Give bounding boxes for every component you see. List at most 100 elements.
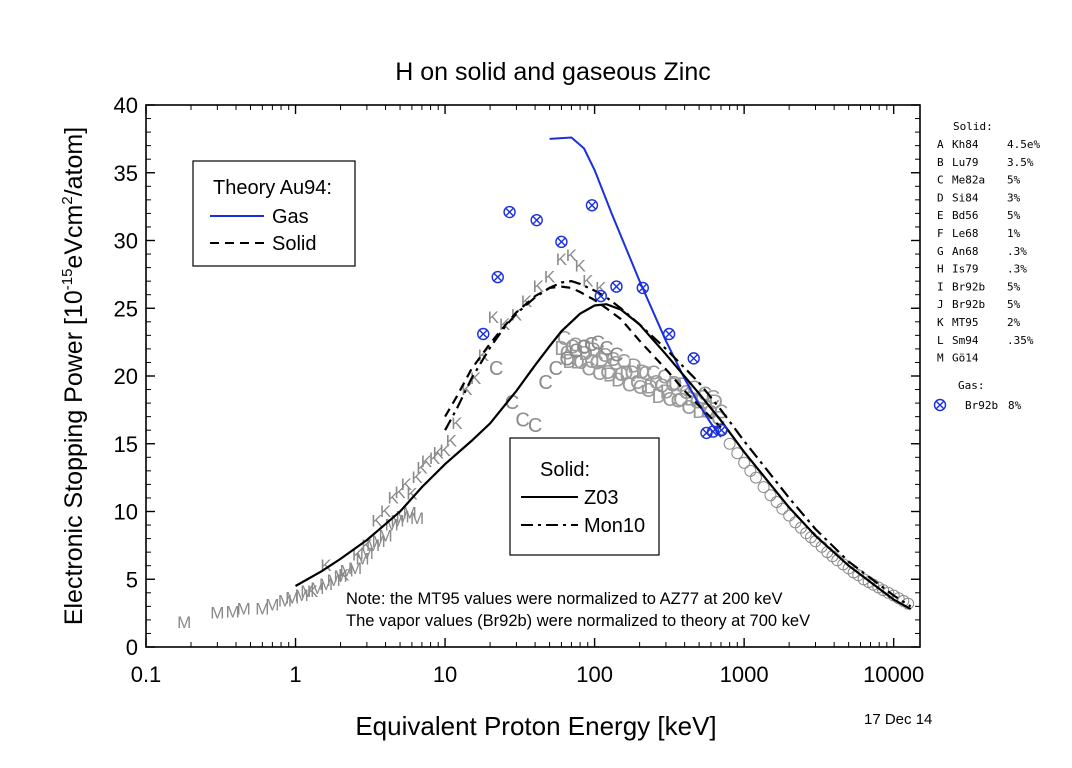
k-point: K <box>429 449 441 468</box>
ref-legend-letter: F <box>937 227 944 240</box>
m-point: M <box>348 559 362 578</box>
gas-point <box>585 199 599 212</box>
c-point: C <box>577 337 591 359</box>
y-tick-label: 20 <box>114 364 138 389</box>
k-point: K <box>394 483 406 502</box>
dense-cluster-point: D <box>619 362 633 384</box>
k-point: K <box>338 566 350 585</box>
ref-legend-ref: Me82a <box>952 174 985 187</box>
ref-legend-letter: H <box>937 263 944 276</box>
y-axis-label: Electronic Stopping Power [10-15eVcm2/at… <box>59 127 88 625</box>
ref-legend-letter: L <box>937 334 944 347</box>
dense-cluster-point: C <box>584 351 598 373</box>
y-tick-label: 0 <box>126 635 138 660</box>
note-line-2: The vapor values (Br92b) were normalized… <box>346 612 810 630</box>
dense-cluster-point: C <box>681 397 695 419</box>
x-tick-label: 100 <box>576 662 613 687</box>
circle-point <box>744 464 757 477</box>
y-tick-label: 5 <box>126 567 138 592</box>
ref-legend-ref: Lu79 <box>952 156 979 169</box>
m-point: M <box>410 509 424 528</box>
dense-cluster-point: D <box>579 343 593 365</box>
gas-point <box>610 280 623 293</box>
m-point: M <box>403 503 417 522</box>
dense-cluster-point: C <box>581 359 595 381</box>
dense-cluster-point: C <box>703 402 717 424</box>
gas-point <box>706 425 720 438</box>
date-stamp: 17 Dec 14 <box>864 711 932 728</box>
gas-point <box>594 289 607 303</box>
k-point: K <box>416 459 428 478</box>
ref-legend-letter: M <box>937 352 944 365</box>
dense-cluster-point: D <box>562 351 576 373</box>
gas-point <box>636 281 649 295</box>
m-point: M <box>300 582 314 601</box>
ref-legend-ref: MT95 <box>952 316 979 329</box>
dense-cluster-point: C <box>576 337 590 359</box>
ref-legend-err: 3% <box>1007 191 1021 204</box>
k-point: K <box>411 468 423 487</box>
k-point: K <box>439 441 451 460</box>
dense-cluster-point: C <box>573 352 587 374</box>
m-point: M <box>366 536 380 555</box>
ref-legend-letter: J <box>937 298 944 311</box>
k-point: K <box>566 246 578 265</box>
m-point: M <box>372 532 386 551</box>
k-point: K <box>511 306 523 325</box>
ref-legend-gas-title: Gas: <box>958 379 985 392</box>
theory-legend-title: Theory Au94: <box>213 177 332 199</box>
k-point: K <box>307 582 319 601</box>
gas-point <box>491 270 504 284</box>
m-point: M <box>360 544 374 563</box>
dense-cluster-point: C <box>565 337 579 359</box>
gas-point <box>530 213 543 227</box>
dense-cluster-point: D <box>660 382 674 404</box>
solid-legend-z03-label: Z03 <box>584 487 618 509</box>
dense-cluster-point: D <box>627 356 641 378</box>
dense-cluster-point: C <box>638 363 652 385</box>
k-point: K <box>446 432 458 451</box>
dense-cluster-point: D <box>570 352 584 374</box>
circle-point <box>804 531 817 544</box>
y-tick-label: 10 <box>114 500 138 525</box>
m-point: M <box>237 600 251 619</box>
y-tick-label: 40 <box>114 93 138 118</box>
m-point: M <box>355 549 369 568</box>
dense-cluster-point: D <box>595 350 609 372</box>
dense-cluster-point: C <box>622 375 636 397</box>
k-point: K <box>533 277 545 296</box>
m-point: M <box>319 575 333 594</box>
ref-legend-letter: B <box>937 156 944 169</box>
k-point: K <box>388 488 400 507</box>
gas-point <box>503 205 516 219</box>
circle-point <box>731 447 744 460</box>
c-point: C <box>528 415 542 437</box>
c-point: C <box>559 349 573 371</box>
y-label-part1: Electronic Stopping Power [10 <box>60 290 88 625</box>
m-point: M <box>278 591 292 610</box>
dense-cluster-point: C <box>698 384 712 406</box>
y-label-sup2: 2 <box>59 196 76 204</box>
x-tick-label: 1000 <box>720 662 769 687</box>
ref-legend-letter: D <box>937 191 944 204</box>
dense-cluster-point: D <box>603 364 617 386</box>
circle-point <box>738 456 751 469</box>
circle-point <box>882 586 895 599</box>
m-point: M <box>310 579 324 598</box>
dense-cluster-point: C <box>606 349 620 371</box>
ref-legend-err: 1% <box>1007 227 1021 240</box>
ref-legend-err: 4.5e% <box>1007 138 1040 151</box>
k-point: K <box>421 452 433 471</box>
gas-point <box>555 235 568 249</box>
c-point: C <box>549 358 563 380</box>
ref-legend-err: 5% <box>1007 174 1021 187</box>
y-tick-label: 25 <box>114 296 138 321</box>
ref-legend-ref: Sm94 <box>952 334 979 347</box>
m-point: M <box>177 613 191 632</box>
dense-cluster-point: C <box>633 377 647 399</box>
c-point: C <box>584 334 598 356</box>
c-point: C <box>515 410 529 432</box>
ref-legend-ref: Br92b <box>952 280 985 293</box>
y-tick-label: 35 <box>114 161 138 186</box>
solid-legend-mon10-label: Mon10 <box>584 515 645 537</box>
